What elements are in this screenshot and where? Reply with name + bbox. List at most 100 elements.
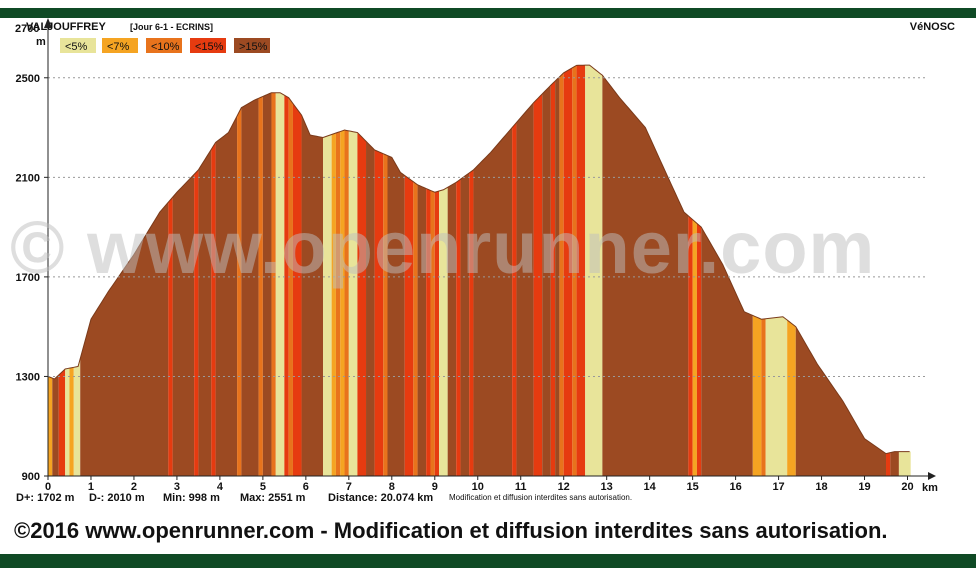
slope-band-16 — [262, 92, 272, 477]
slope-band-50 — [550, 81, 556, 476]
slope-band-4 — [69, 367, 74, 476]
slope-band-27 — [344, 130, 349, 477]
slope-band-9 — [194, 169, 199, 476]
x-tick-16: 16 — [729, 481, 741, 493]
x-tick-3: 3 — [174, 481, 180, 493]
legend-label-3: <15% — [195, 41, 224, 53]
slope-band-64 — [765, 316, 788, 476]
x-tick-5: 5 — [260, 481, 266, 493]
x-tick-4: 4 — [217, 481, 224, 493]
slope-band-62 — [752, 315, 762, 476]
slope-band-1 — [52, 374, 59, 476]
slope-band-45 — [473, 127, 513, 476]
grid-lines — [48, 77, 925, 377]
slope-band-46 — [512, 122, 517, 476]
y-tick-labels: 900 1300 1700 2100 2500 — [16, 73, 48, 483]
elevation-profile-line — [47, 64, 910, 455]
x-tick-15: 15 — [687, 481, 699, 493]
slope-band-49 — [542, 85, 551, 477]
slope-band-60 — [696, 223, 702, 476]
axes — [44, 18, 936, 480]
legend-swatch-3 — [190, 38, 226, 53]
y-tick-1300: 1300 — [16, 371, 40, 383]
slope-band-21 — [292, 103, 302, 476]
slope-band-33 — [387, 155, 405, 476]
slope-band-17 — [271, 92, 276, 477]
slope-bands — [48, 65, 911, 477]
slope-band-22 — [301, 115, 324, 477]
slope-band-29 — [357, 132, 367, 476]
slope-band-10 — [198, 149, 212, 476]
slope-band-63 — [761, 318, 766, 476]
slope-band-20 — [288, 97, 293, 476]
slope-band-53 — [563, 67, 573, 476]
x-tick-12: 12 — [558, 481, 570, 493]
slope-band-48 — [533, 93, 543, 477]
slope-band-14 — [241, 98, 259, 476]
slope-band-13 — [237, 107, 242, 476]
slope-band-32 — [383, 153, 388, 476]
slope-band-56 — [585, 65, 603, 476]
legend-label-1: <7% — [107, 41, 130, 53]
slope-band-43 — [460, 172, 470, 477]
slope-band-5 — [73, 358, 81, 476]
x-tick-19: 19 — [858, 481, 870, 493]
x-tick-20: 20 — [901, 481, 913, 493]
y-axis-arrow — [44, 18, 52, 28]
slope-band-41 — [447, 182, 457, 476]
legend-swatch-4 — [234, 38, 270, 53]
stat-distance: Distance: 20.074 km — [328, 492, 433, 504]
x-axis-unit: km — [922, 482, 938, 494]
slope-band-23 — [323, 134, 332, 476]
slope-band-3 — [65, 368, 70, 476]
x-tick-1: 1 — [88, 481, 94, 493]
x-tick-13: 13 — [601, 481, 613, 493]
slope-band-69 — [898, 451, 911, 476]
slope-band-40 — [439, 187, 448, 477]
x-tick-9: 9 — [432, 481, 438, 493]
slope-band-28 — [348, 130, 358, 476]
slope-band-2 — [58, 368, 66, 476]
slope-band-57 — [602, 75, 689, 476]
slope-band-47 — [516, 102, 534, 477]
x-tick-17: 17 — [772, 481, 784, 493]
start-location-label: VALJOUFFREY — [26, 21, 107, 33]
stat-d-plus: D+: 1702 m — [16, 492, 75, 504]
slope-band-31 — [374, 149, 384, 476]
slope-band-6 — [80, 202, 169, 476]
slope-band-68 — [890, 451, 899, 476]
slope-band-7 — [168, 197, 173, 477]
slope-band-26 — [340, 130, 345, 477]
slope-band-44 — [469, 169, 474, 476]
x-tick-labels: 0 1 2 3 4 5 6 7 8 9 10 11 12 13 14 15 16 17 18 19 20 — [45, 476, 914, 493]
slope-band-67 — [886, 452, 891, 476]
x-tick-0: 0 — [45, 481, 51, 493]
slope-band-0 — [48, 376, 53, 476]
slope-band-35 — [413, 181, 418, 476]
slope-band-66 — [795, 326, 887, 476]
x-tick-18: 18 — [815, 481, 827, 493]
slope-band-12 — [215, 115, 238, 476]
slope-band-52 — [559, 72, 564, 477]
y-tick-top: 2700 — [15, 23, 39, 35]
slope-band-15 — [258, 96, 263, 476]
slope-band-54 — [572, 65, 577, 476]
legend-swatch-1 — [102, 38, 138, 53]
slope-band-39 — [434, 191, 440, 476]
y-tick-2100: 2100 — [16, 172, 40, 184]
x-tick-14: 14 — [644, 481, 657, 493]
bottom-band — [0, 554, 976, 568]
slope-band-61 — [701, 227, 753, 476]
slope-band-8 — [172, 174, 195, 476]
legend-label-4: >15% — [239, 41, 268, 53]
y-tick-1700: 1700 — [16, 272, 40, 284]
x-tick-6: 6 — [303, 481, 309, 493]
x-tick-7: 7 — [346, 481, 352, 493]
slope-band-42 — [456, 179, 461, 476]
end-location-label: VéNOSC — [910, 21, 955, 33]
slope-band-36 — [417, 184, 427, 477]
slope-band-59 — [692, 219, 697, 476]
slope-band-58 — [688, 215, 693, 476]
slope-band-19 — [284, 95, 289, 476]
